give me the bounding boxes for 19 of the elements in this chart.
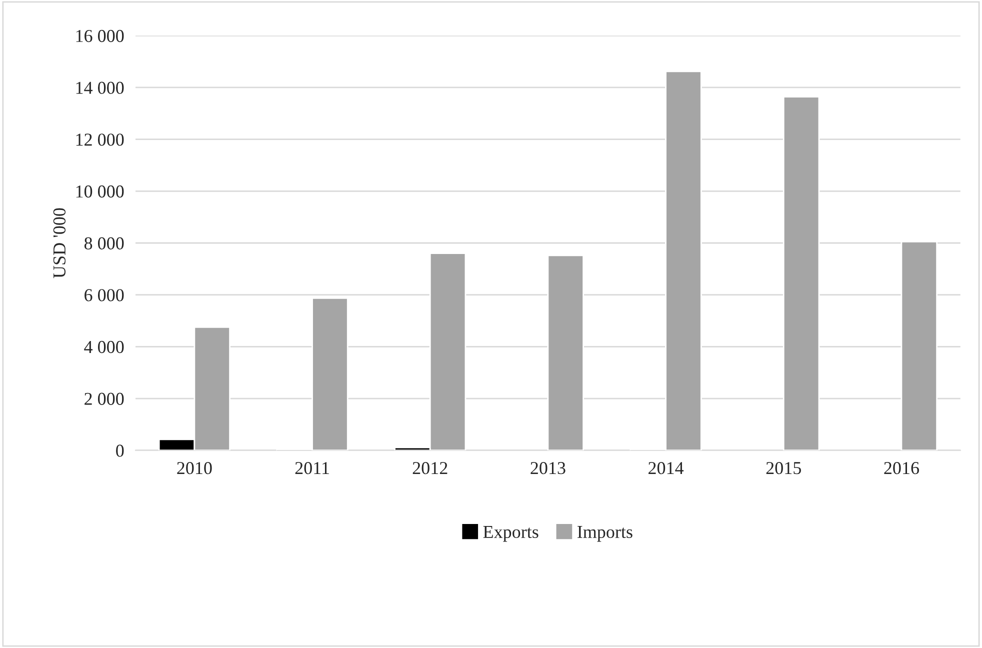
y-tick-label: 0 (116, 444, 124, 457)
y-tick-label: 6 000 (84, 289, 124, 302)
y-tick-label: 10 000 (76, 185, 124, 198)
x-tick-label: 2016 (884, 462, 919, 474)
x-tick-label: 2015 (766, 462, 801, 474)
y-tick-label: 14 000 (76, 82, 124, 94)
y-tick-label: 16 000 (76, 30, 124, 42)
y-tick-label: 2 000 (84, 392, 124, 405)
x-tick-label: 2014 (648, 462, 684, 474)
legend-label: Imports (577, 526, 632, 542)
y-tick-label: 12 000 (76, 134, 124, 146)
x-tick-label: 2012 (412, 462, 448, 474)
y-tick-label: 8 000 (84, 237, 124, 250)
x-tick-label: 2010 (177, 462, 212, 474)
x-tick-label: 2013 (530, 462, 566, 474)
legend-label: Exports (483, 526, 538, 542)
y-axis-title: USD '000 (53, 208, 66, 278)
x-tick-label: 2011 (295, 462, 329, 474)
y-tick-label: 4 000 (84, 340, 124, 354)
